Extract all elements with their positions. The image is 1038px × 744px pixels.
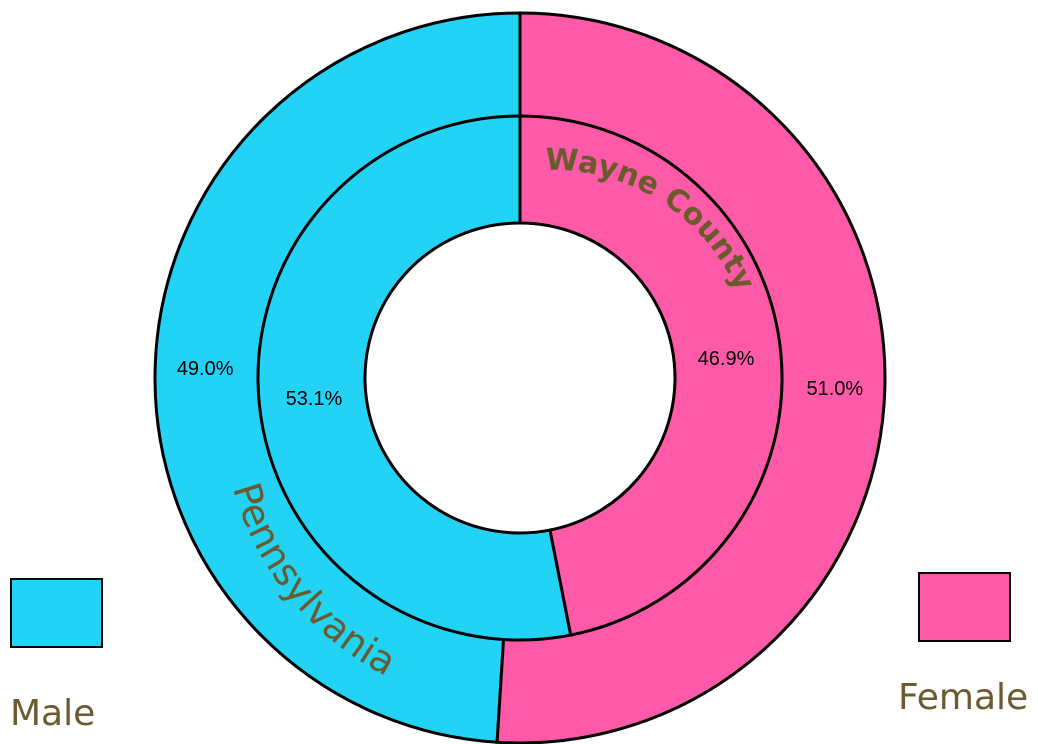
inner-ring-male-value-label: 53.1%: [286, 388, 343, 410]
arcs-layer: [153, 11, 887, 744]
inner-ring-female-value-label: 46.9%: [698, 348, 755, 370]
legend-label-male: Male: [10, 693, 96, 734]
legend-swatch-female: [918, 572, 1011, 642]
inner-ring-female-slice: [518, 114, 784, 637]
outer-ring-male-value-label: 49.0%: [177, 358, 234, 380]
labels-layer: 49.0% 51.0% 53.1% 46.9%: [177, 348, 864, 410]
outer-ring-female-value-label: 51.0%: [806, 378, 863, 400]
legend-swatch-male: [10, 578, 103, 648]
inner-ring-male-slice: [256, 114, 573, 642]
legend-label-female: Female: [898, 677, 1029, 718]
